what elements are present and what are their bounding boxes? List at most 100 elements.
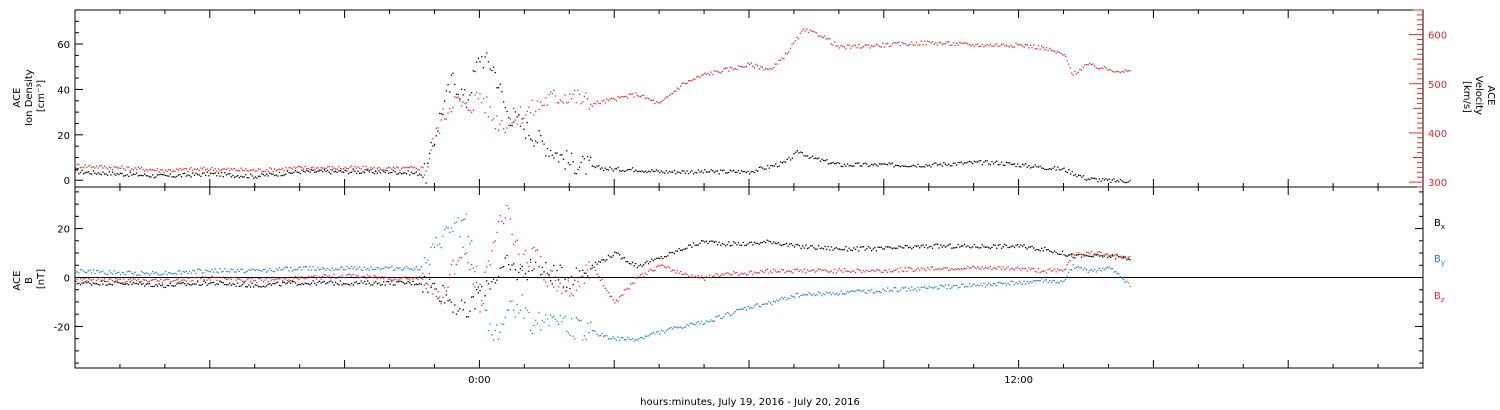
data-point	[519, 125, 522, 127]
data-point	[907, 266, 910, 269]
data-point	[742, 171, 744, 173]
data-point	[142, 279, 144, 281]
data-point	[256, 284, 258, 287]
data-point	[639, 96, 642, 98]
data-point	[842, 293, 844, 295]
data-point	[928, 41, 930, 43]
data-point	[336, 283, 338, 285]
data-point	[272, 270, 274, 273]
data-point	[118, 278, 120, 280]
data-point	[487, 116, 490, 118]
data-point	[820, 36, 823, 38]
data-point	[257, 269, 260, 271]
data-point	[282, 174, 284, 177]
data-point	[428, 273, 431, 275]
data-point	[882, 288, 884, 290]
data-point	[110, 167, 112, 169]
data-point	[588, 261, 590, 263]
data-point	[232, 283, 234, 285]
data-point	[129, 278, 131, 280]
data-point	[1033, 280, 1035, 282]
data-point	[1031, 166, 1033, 168]
data-point	[86, 271, 88, 273]
data-point	[554, 318, 557, 320]
data-point	[546, 148, 549, 150]
data-point	[83, 167, 85, 169]
data-point	[420, 266, 422, 268]
data-point	[396, 166, 398, 168]
data-point	[184, 172, 186, 174]
data-point	[819, 35, 821, 37]
data-point	[262, 269, 265, 271]
data-point	[294, 167, 297, 169]
data-point	[684, 326, 687, 328]
data-point	[949, 243, 951, 245]
data-point	[930, 286, 932, 288]
data-point	[238, 170, 240, 172]
data-point	[240, 268, 242, 270]
data-point	[983, 46, 985, 48]
data-point	[352, 284, 354, 286]
data-point	[546, 104, 549, 106]
data-point	[528, 106, 530, 108]
data-point	[254, 170, 256, 172]
data-point	[599, 168, 602, 170]
data-point	[217, 168, 220, 170]
data-point	[1057, 281, 1059, 283]
data-point	[931, 41, 934, 43]
data-point	[800, 294, 802, 296]
data-point	[232, 174, 234, 177]
data-point	[864, 271, 866, 273]
data-point	[888, 246, 890, 248]
data-point	[479, 311, 481, 313]
data-point	[788, 51, 790, 53]
data-point	[968, 160, 971, 163]
data-point	[603, 169, 605, 172]
data-point	[981, 164, 983, 166]
data-point	[164, 279, 167, 281]
data-point	[142, 168, 144, 171]
data-point	[887, 271, 889, 273]
data-point	[184, 283, 186, 285]
data-point	[623, 289, 626, 291]
data-point	[641, 337, 643, 339]
data-point	[158, 283, 160, 285]
data-point	[635, 92, 637, 94]
data-point	[704, 241, 706, 243]
data-point	[150, 279, 152, 281]
data-point	[251, 282, 253, 284]
data-point	[838, 162, 841, 165]
data-point	[225, 278, 228, 281]
data-point	[259, 269, 261, 272]
data-point	[288, 281, 290, 283]
data-point	[806, 294, 809, 296]
data-point	[243, 170, 245, 172]
data-point	[314, 169, 316, 171]
data-point	[379, 269, 382, 271]
data-point	[572, 284, 574, 286]
data-point	[1026, 166, 1028, 168]
data-point	[160, 274, 162, 276]
data-point	[1021, 163, 1024, 165]
data-point	[877, 165, 879, 167]
data-point	[1044, 168, 1046, 170]
data-point	[381, 284, 383, 286]
data-point	[1080, 267, 1083, 269]
data-point	[211, 166, 213, 169]
data-point	[834, 293, 836, 296]
data-point	[801, 152, 804, 154]
data-point	[790, 271, 792, 273]
data-point	[745, 244, 748, 246]
data-point	[1044, 246, 1046, 248]
data-point	[521, 265, 523, 267]
data-point	[499, 215, 501, 217]
data-point	[107, 280, 109, 283]
data-point	[302, 283, 305, 286]
data-point	[425, 287, 427, 290]
data-point	[980, 160, 982, 162]
data-point	[338, 269, 340, 271]
data-point	[450, 111, 453, 113]
data-point	[174, 170, 176, 172]
data-point	[341, 171, 343, 173]
data-point	[76, 163, 78, 165]
